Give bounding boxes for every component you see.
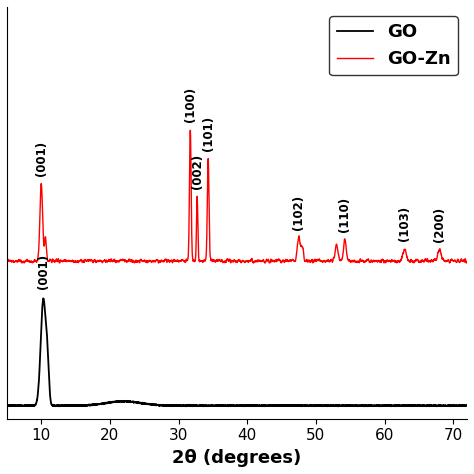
- GO: [201, 403, 207, 409]
- GO: [198, 403, 203, 409]
- GO-Zn: [187, 128, 193, 133]
- Line: GO: GO: [7, 298, 467, 406]
- GO-Zn: [4, 258, 10, 264]
- GO-Zn: [428, 258, 433, 264]
- GO: [40, 295, 46, 301]
- Text: (001): (001): [35, 141, 48, 176]
- Text: (110): (110): [338, 197, 351, 232]
- Text: (100): (100): [184, 87, 197, 122]
- GO-Zn: [201, 258, 207, 264]
- Legend: GO, GO-Zn: GO, GO-Zn: [329, 16, 458, 75]
- Text: (002): (002): [191, 154, 204, 189]
- Text: (101): (101): [201, 116, 215, 151]
- GO-Zn: [464, 259, 470, 264]
- X-axis label: 2θ (degrees): 2θ (degrees): [173, 449, 301, 467]
- GO-Zn: [18, 260, 24, 265]
- GO: [52, 403, 58, 409]
- GO: [223, 403, 228, 409]
- Line: GO-Zn: GO-Zn: [7, 130, 467, 263]
- GO-Zn: [223, 259, 228, 265]
- GO-Zn: [450, 258, 456, 264]
- Text: (001): (001): [37, 254, 50, 289]
- GO: [450, 403, 456, 409]
- Text: (103): (103): [398, 206, 411, 241]
- Text: (200): (200): [433, 207, 446, 242]
- GO: [428, 402, 433, 408]
- GO: [338, 403, 344, 409]
- GO-Zn: [338, 257, 344, 263]
- GO-Zn: [198, 258, 203, 264]
- Text: (102): (102): [292, 195, 305, 230]
- GO: [4, 402, 10, 408]
- GO: [464, 402, 470, 408]
